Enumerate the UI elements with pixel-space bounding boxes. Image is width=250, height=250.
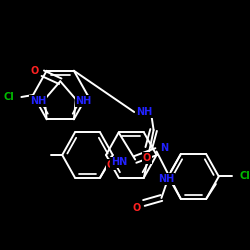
Text: NH: NH — [30, 96, 46, 106]
Text: N: N — [160, 144, 168, 154]
Text: O: O — [143, 153, 151, 163]
Text: O: O — [31, 66, 39, 76]
Text: O: O — [107, 160, 115, 170]
Text: HN: HN — [111, 158, 128, 168]
Text: Cl: Cl — [240, 172, 250, 181]
Text: NH: NH — [136, 107, 152, 117]
Text: NH: NH — [158, 174, 174, 184]
Text: Cl: Cl — [3, 92, 14, 102]
Text: O: O — [132, 203, 140, 213]
Text: NH: NH — [76, 96, 92, 106]
